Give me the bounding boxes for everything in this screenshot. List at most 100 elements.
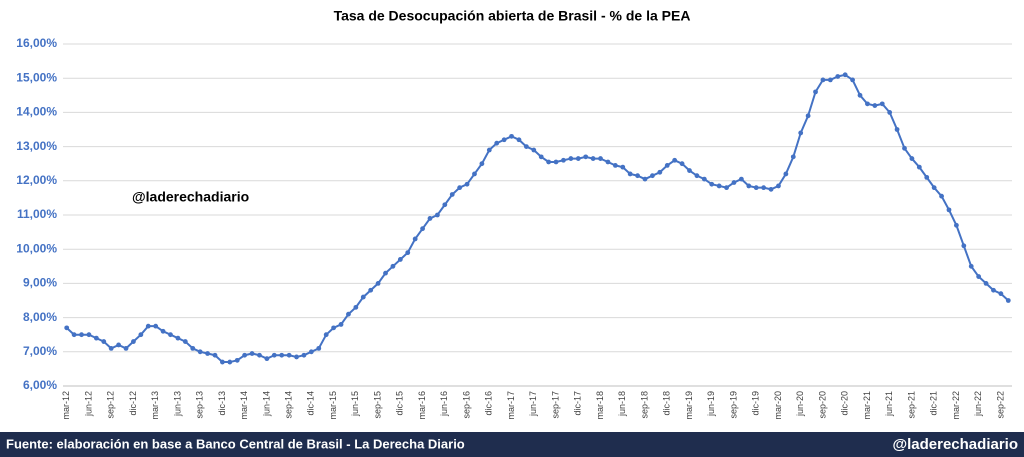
- y-tick-label: 6,00%: [23, 378, 57, 392]
- data-point: [835, 74, 841, 79]
- y-tick-label: 16,00%: [16, 36, 57, 50]
- data-point: [93, 335, 99, 341]
- data-point: [353, 304, 359, 310]
- x-tick-label: jun-22: [973, 391, 983, 417]
- data-point: [716, 183, 722, 189]
- data-point: [145, 323, 151, 329]
- data-point: [523, 144, 529, 150]
- data-point: [331, 325, 337, 331]
- x-tick-label: mar-17: [506, 391, 516, 420]
- data-point: [427, 216, 433, 221]
- data-point: [701, 176, 707, 182]
- data-point: [234, 357, 240, 363]
- data-point: [79, 332, 84, 338]
- data-point: [108, 345, 114, 351]
- data-point: [761, 185, 767, 191]
- x-tick-label: dic-15: [395, 391, 405, 416]
- data-point: [212, 352, 218, 358]
- y-tick-label: 13,00%: [16, 139, 57, 153]
- x-tick-label: jun-18: [617, 391, 627, 417]
- data-point: [650, 173, 655, 179]
- data-point: [435, 212, 440, 218]
- data-point: [190, 345, 196, 351]
- data-point: [316, 345, 322, 351]
- x-tick-label: sep-16: [461, 391, 471, 419]
- data-point: [872, 103, 878, 108]
- x-tick-label: mar-18: [595, 391, 605, 420]
- data-point: [308, 349, 314, 355]
- x-tick-label: dic-21: [929, 391, 939, 416]
- x-tick-label: jun-17: [528, 391, 538, 417]
- data-point: [946, 207, 952, 213]
- x-tick-label: mar-22: [951, 391, 961, 420]
- data-point: [420, 226, 425, 232]
- x-tick-label: dic-12: [128, 391, 138, 416]
- data-point: [294, 354, 299, 360]
- x-tick-label: sep-18: [639, 391, 649, 419]
- data-point: [442, 202, 448, 208]
- data-point: [879, 101, 885, 107]
- data-point: [123, 345, 129, 351]
- y-tick-label: 12,00%: [16, 173, 57, 187]
- data-point: [746, 183, 752, 189]
- data-point: [457, 185, 463, 191]
- x-tick-label: jun-13: [172, 391, 182, 417]
- data-point: [182, 339, 188, 344]
- annotation: @laderechadiario: [132, 189, 249, 205]
- data-point: [346, 311, 351, 317]
- data-point: [516, 137, 522, 143]
- data-point: [375, 281, 381, 286]
- x-tick-label: mar-13: [150, 391, 160, 420]
- x-tick-label: dic-18: [662, 391, 672, 416]
- x-tick-label: sep-12: [106, 391, 116, 419]
- data-point: [286, 352, 292, 358]
- data-point: [301, 352, 307, 358]
- x-tick-label: dic-17: [573, 391, 583, 416]
- data-point: [160, 328, 166, 334]
- data-point: [842, 72, 848, 78]
- data-point: [486, 147, 492, 153]
- data-point: [323, 332, 329, 338]
- x-tick-label: sep-14: [284, 391, 294, 419]
- data-point: [153, 323, 159, 329]
- data-point: [998, 291, 1004, 297]
- data-point: [768, 186, 774, 192]
- data-point: [138, 332, 144, 338]
- x-tick-label: sep-15: [372, 391, 382, 419]
- data-point: [931, 185, 937, 191]
- data-point: [568, 156, 574, 161]
- data-point: [227, 359, 233, 365]
- x-tick-label: dic-14: [306, 391, 316, 416]
- footer-bar: [0, 432, 1024, 457]
- data-point: [902, 145, 907, 151]
- data-point: [220, 359, 225, 365]
- data-point: [264, 356, 270, 362]
- data-point: [820, 77, 826, 83]
- y-tick-label: 9,00%: [23, 276, 57, 290]
- x-tick-label: jun-12: [83, 391, 93, 417]
- x-tick-label: dic-13: [217, 391, 227, 416]
- data-point: [1005, 298, 1011, 303]
- x-tick-label: jun-21: [884, 391, 894, 417]
- x-tick-label: jun-14: [261, 391, 271, 417]
- data-point: [865, 101, 870, 107]
- data-point: [783, 171, 789, 177]
- data-point: [412, 236, 418, 242]
- data-point: [553, 159, 559, 165]
- data-point: [71, 332, 77, 338]
- data-point: [583, 154, 589, 160]
- data-point: [805, 113, 811, 119]
- data-point: [101, 339, 107, 344]
- data-point: [168, 332, 173, 338]
- x-tick-label: mar-19: [684, 391, 694, 420]
- data-point: [709, 181, 715, 187]
- x-tick-label: sep-13: [195, 391, 205, 419]
- data-point: [397, 257, 403, 262]
- data-point: [612, 163, 618, 168]
- data-point: [798, 130, 804, 136]
- data-point: [753, 185, 759, 191]
- data-point: [479, 161, 485, 167]
- data-point: [197, 349, 203, 355]
- data-point: [64, 325, 70, 331]
